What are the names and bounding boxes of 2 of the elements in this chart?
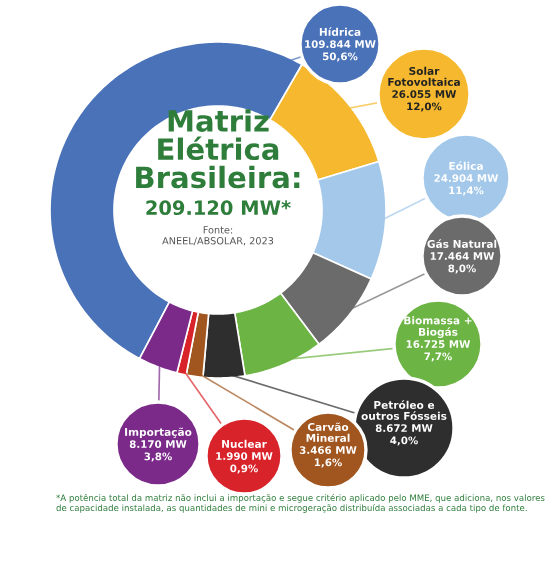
text: 209.120 MW* <box>146 200 291 216</box>
text: Matriz Elétrica Brasileira: <box>136 109 300 189</box>
